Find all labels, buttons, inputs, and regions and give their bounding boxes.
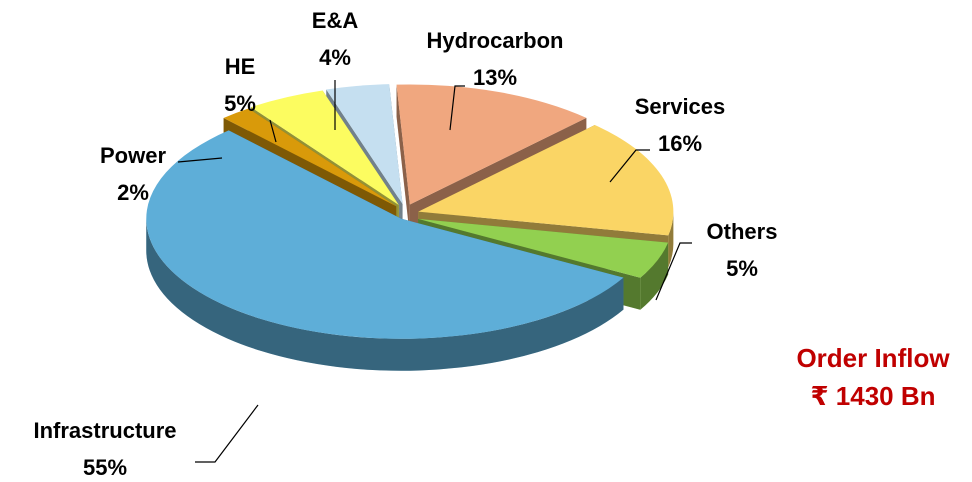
leader-lines xyxy=(177,80,692,463)
slice-side-shade xyxy=(396,84,410,237)
slice-side xyxy=(668,211,674,268)
slice xyxy=(146,130,624,339)
category-label: Infrastructure xyxy=(33,418,176,443)
slice xyxy=(418,218,669,278)
value-label: 2% xyxy=(117,180,149,205)
leader-line xyxy=(195,404,259,463)
slice-side-shade xyxy=(146,218,624,371)
category-label: E&A xyxy=(312,8,359,33)
category-label: Services xyxy=(635,94,726,119)
category-label: HE xyxy=(225,54,256,79)
value-label: 55% xyxy=(83,455,127,480)
category-label: Others xyxy=(707,219,778,244)
value-label: 16% xyxy=(658,131,702,156)
slice-side xyxy=(146,218,624,371)
slice xyxy=(223,108,397,207)
pie xyxy=(146,84,674,371)
slice xyxy=(396,84,587,205)
annotation: ₹ 1430 Bn xyxy=(810,381,935,411)
value-label: 13% xyxy=(473,65,517,90)
slice xyxy=(251,90,399,205)
labels: Hydrocarbon 13% Services 16% Others 5% Infrast… xyxy=(33,8,777,480)
leader-line xyxy=(449,85,465,131)
leader-line xyxy=(655,242,692,301)
slice-side-shade xyxy=(640,242,669,310)
annotation: Order Inflow xyxy=(796,343,950,373)
slice-side-shade xyxy=(668,211,674,268)
leader-line xyxy=(609,149,650,183)
slice-side xyxy=(640,242,669,310)
slice xyxy=(326,84,403,204)
slice-side xyxy=(396,84,410,237)
value-label: 5% xyxy=(224,91,256,116)
slice xyxy=(418,125,674,236)
value-label: 4% xyxy=(319,45,351,70)
leader-line xyxy=(177,157,223,163)
category-label: Hydrocarbon xyxy=(427,28,564,53)
category-label: Power xyxy=(100,143,166,168)
leader-line xyxy=(269,119,277,143)
value-label: 5% xyxy=(726,256,758,281)
